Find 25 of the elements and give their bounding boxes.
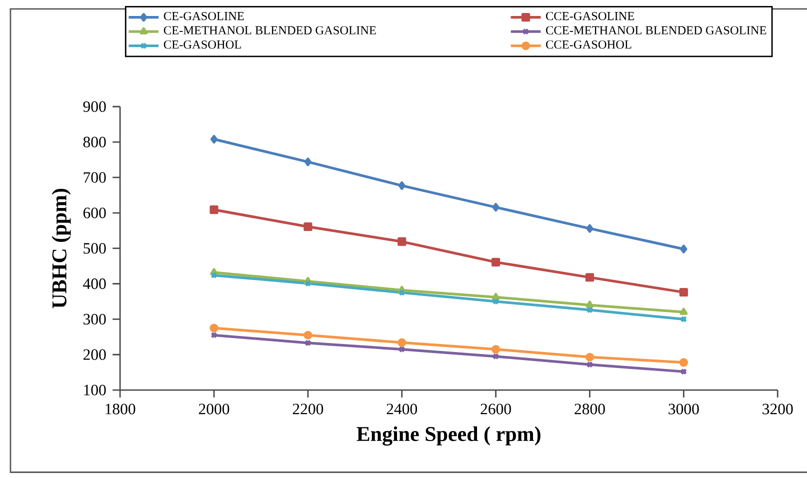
y-tick-label: 800 <box>83 136 106 148</box>
legend-label: CCE-GASOHOL <box>546 40 632 49</box>
y-tick-label: 300 <box>84 314 106 324</box>
x-tick-label: 2600 <box>480 404 511 414</box>
y-tick-label: 200 <box>83 349 106 360</box>
x-tick-label: 3000 <box>668 404 699 414</box>
legend-label: CCE-GASOLINE <box>546 12 634 20</box>
y-tick-label: 500 <box>84 242 106 254</box>
legend-label: CE-GASOLINE <box>164 12 244 20</box>
legend-label: CE-GASOHOL <box>164 40 241 49</box>
legend-label: CCE-METHANOL BLENDED GASOLINE <box>546 26 766 34</box>
x-tick-label: 2200 <box>292 404 324 414</box>
y-axis-title: UBHC (ppm) <box>52 188 71 308</box>
x-tick-label: 2000 <box>198 404 230 414</box>
y-tick-label: 700 <box>84 172 106 183</box>
y-tick-label: 400 <box>83 278 106 289</box>
x-tick-label: 1800 <box>106 404 136 414</box>
y-tick-label: 100 <box>84 384 106 396</box>
x-tick-label: 3200 <box>762 404 793 414</box>
y-tick-label: 600 <box>83 207 106 218</box>
y-tick-label: 900 <box>83 101 106 112</box>
x-tick-label: 2400 <box>386 404 418 414</box>
x-tick-label: 2800 <box>574 404 605 414</box>
legend-label: CE-METHANOL BLENDED GASOLINE <box>164 26 376 34</box>
x-axis-title: Engine Speed ( rpm) <box>356 426 540 446</box>
